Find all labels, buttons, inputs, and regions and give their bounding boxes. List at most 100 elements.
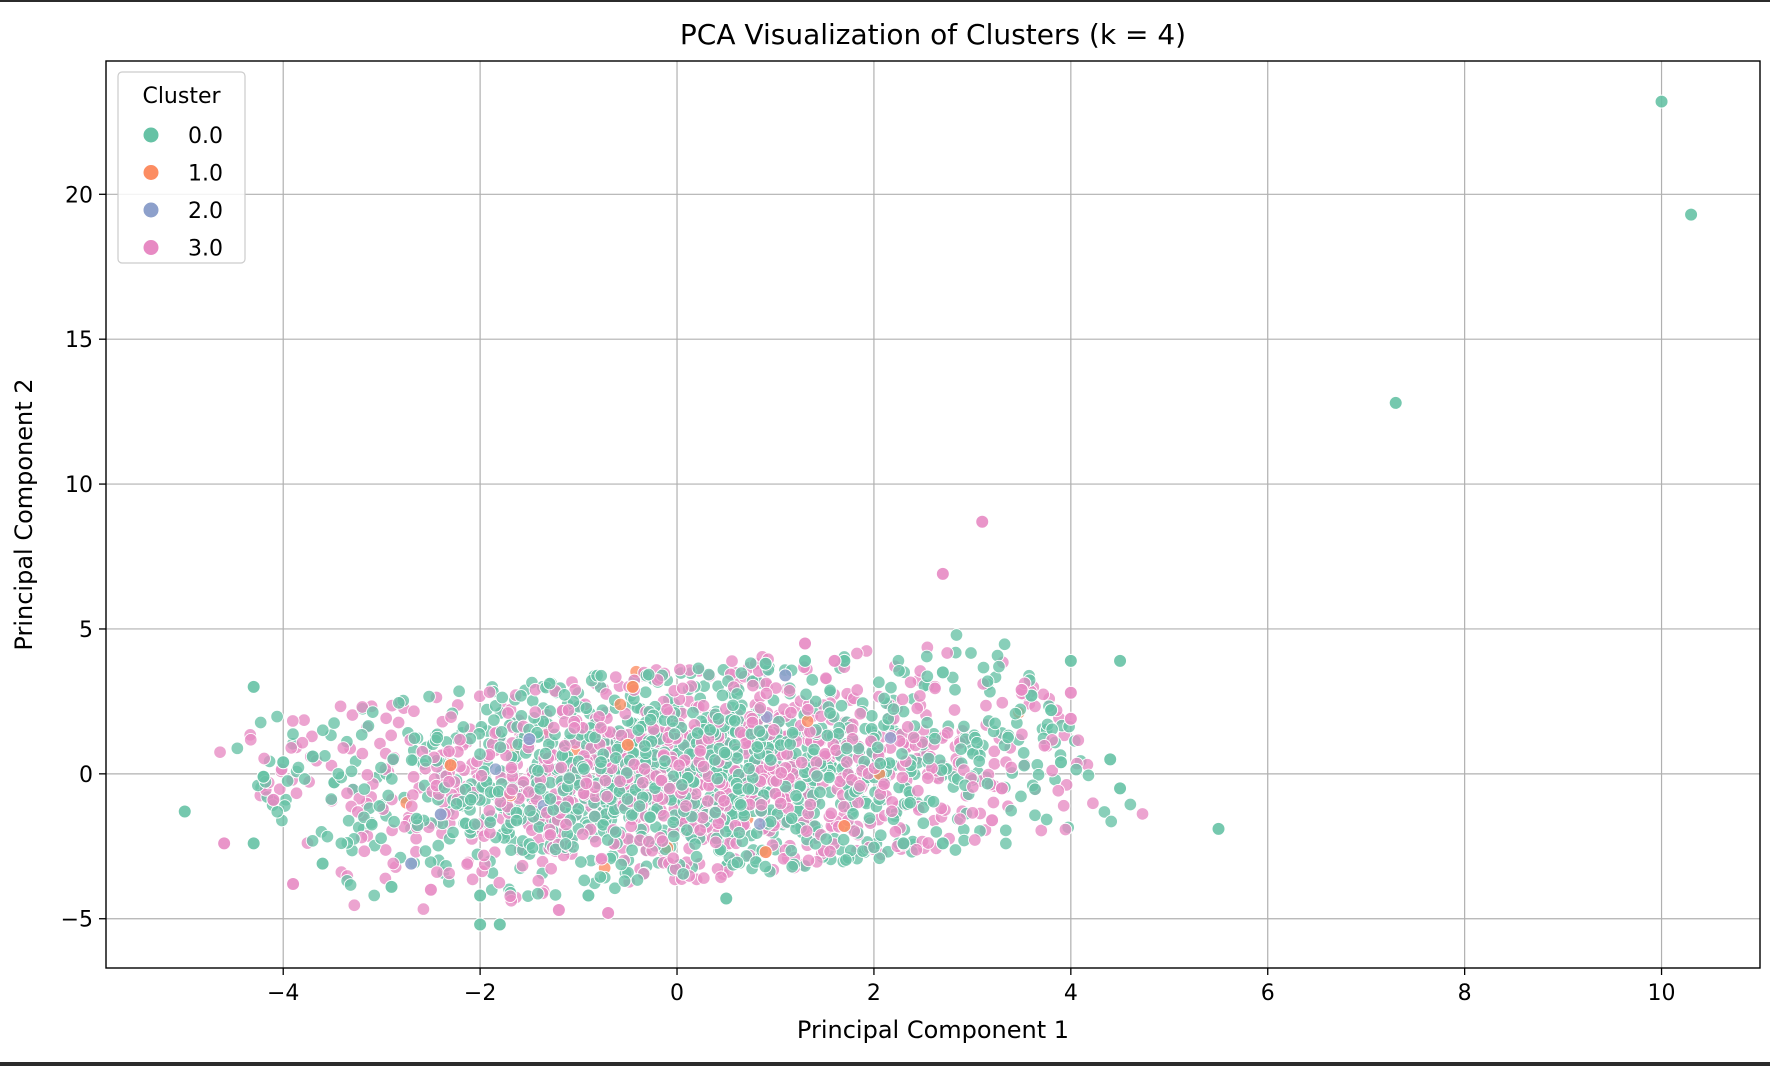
cloud-point bbox=[1014, 789, 1028, 804]
cloud-point bbox=[295, 736, 310, 750]
cloud-point bbox=[920, 649, 934, 664]
data-point bbox=[1113, 653, 1128, 668]
cloud-point bbox=[1015, 727, 1029, 742]
cloud-point bbox=[742, 761, 756, 776]
cloud-point bbox=[693, 744, 708, 758]
cloud-point bbox=[1051, 783, 1066, 798]
cloud-point bbox=[598, 773, 613, 788]
cloud-point bbox=[840, 741, 854, 756]
cloud-point bbox=[357, 844, 372, 859]
cloud-point bbox=[948, 843, 963, 857]
cloud-point bbox=[446, 825, 460, 840]
cloud-point bbox=[693, 823, 707, 837]
legend-label: 2.0 bbox=[188, 199, 223, 224]
legend-label: 3.0 bbox=[188, 237, 223, 262]
cloud-point bbox=[799, 824, 814, 838]
cloud-point bbox=[949, 628, 964, 642]
cloud-point bbox=[474, 769, 489, 783]
cloud-point bbox=[501, 706, 515, 720]
cloud-point bbox=[286, 727, 300, 741]
cloud-point bbox=[257, 751, 271, 766]
cloud-point bbox=[557, 688, 572, 702]
data-point bbox=[798, 636, 813, 651]
cloud-point bbox=[374, 831, 388, 845]
cloud-point bbox=[750, 740, 765, 754]
cloud-point bbox=[576, 827, 590, 842]
cloud-point bbox=[808, 694, 823, 709]
cloud-point bbox=[840, 755, 854, 769]
data-point bbox=[1044, 703, 1059, 718]
cloud-point bbox=[345, 708, 360, 722]
cloud-point bbox=[654, 773, 669, 788]
cloud-point bbox=[365, 817, 379, 832]
cloud-point bbox=[753, 817, 767, 831]
cloud-point bbox=[697, 871, 711, 885]
cloud-point bbox=[1016, 746, 1031, 760]
cloud-point bbox=[819, 671, 833, 686]
cloud-point bbox=[862, 811, 877, 825]
cloud-point bbox=[632, 799, 647, 813]
cloud-point bbox=[988, 716, 1002, 731]
cloud-point bbox=[614, 728, 629, 743]
cloud-point bbox=[431, 838, 446, 853]
cloud-point bbox=[992, 659, 1006, 674]
data-point bbox=[798, 653, 813, 668]
cloud-point bbox=[947, 703, 962, 717]
cloud-point bbox=[708, 753, 722, 767]
cloud-point bbox=[357, 782, 372, 796]
cloud-point bbox=[442, 866, 456, 881]
cloud-point bbox=[688, 837, 702, 851]
cloud-point bbox=[928, 731, 942, 746]
cloud-point bbox=[784, 811, 799, 826]
cloud-point bbox=[594, 669, 608, 683]
cloud-point bbox=[270, 709, 284, 724]
cloud-point bbox=[954, 742, 968, 756]
cloud-point bbox=[696, 759, 711, 774]
x-tick-label: 2 bbox=[867, 981, 881, 1006]
cloud-point bbox=[979, 698, 993, 713]
cloud-point bbox=[794, 755, 809, 770]
cloud-point bbox=[801, 853, 816, 868]
cloud-point bbox=[910, 701, 924, 716]
cloud-point bbox=[741, 782, 756, 796]
cloud-point bbox=[504, 843, 518, 857]
cloud-point bbox=[422, 689, 436, 704]
cloud-point bbox=[625, 808, 639, 822]
cloud-point bbox=[895, 747, 909, 761]
cloud-point bbox=[637, 762, 652, 776]
cloud-point bbox=[837, 799, 851, 814]
cloud-point bbox=[386, 752, 400, 766]
cloud-point bbox=[286, 714, 300, 728]
ticks-layer: −4 −2 0 2 4 6 8 10 −5 0 5 10 15 20 bbox=[61, 183, 1676, 1006]
data-point bbox=[492, 917, 507, 932]
x-tick-label: 8 bbox=[1458, 981, 1472, 1006]
cloud-point bbox=[970, 736, 984, 750]
cloud-point bbox=[289, 786, 304, 800]
cloud-point bbox=[608, 881, 622, 896]
data-point bbox=[443, 758, 458, 773]
cloud-point bbox=[409, 831, 423, 846]
legend-marker bbox=[142, 201, 160, 219]
x-tick-label: 10 bbox=[1648, 981, 1676, 1006]
cloud-point bbox=[660, 702, 674, 717]
cloud-point bbox=[999, 836, 1013, 851]
cloud-point bbox=[819, 832, 833, 846]
cloud-point bbox=[355, 746, 370, 761]
cloud-point bbox=[810, 769, 824, 783]
cloud-point bbox=[785, 860, 799, 874]
cloud-point bbox=[509, 813, 524, 828]
cloud-point bbox=[416, 902, 431, 916]
cloud-point bbox=[803, 797, 818, 812]
cloud-point bbox=[444, 710, 458, 724]
cloud-point bbox=[1123, 797, 1138, 812]
cloud-point bbox=[460, 857, 474, 871]
cloud-point bbox=[732, 825, 746, 840]
cloud-point bbox=[746, 678, 760, 693]
cloud-point bbox=[805, 673, 819, 687]
cloud-point bbox=[374, 760, 388, 775]
cloud-point bbox=[559, 817, 573, 832]
legend-title: Cluster bbox=[142, 84, 221, 109]
y-tick-label: 0 bbox=[79, 763, 93, 788]
cloud-point bbox=[284, 741, 299, 755]
cloud-point bbox=[449, 797, 464, 811]
